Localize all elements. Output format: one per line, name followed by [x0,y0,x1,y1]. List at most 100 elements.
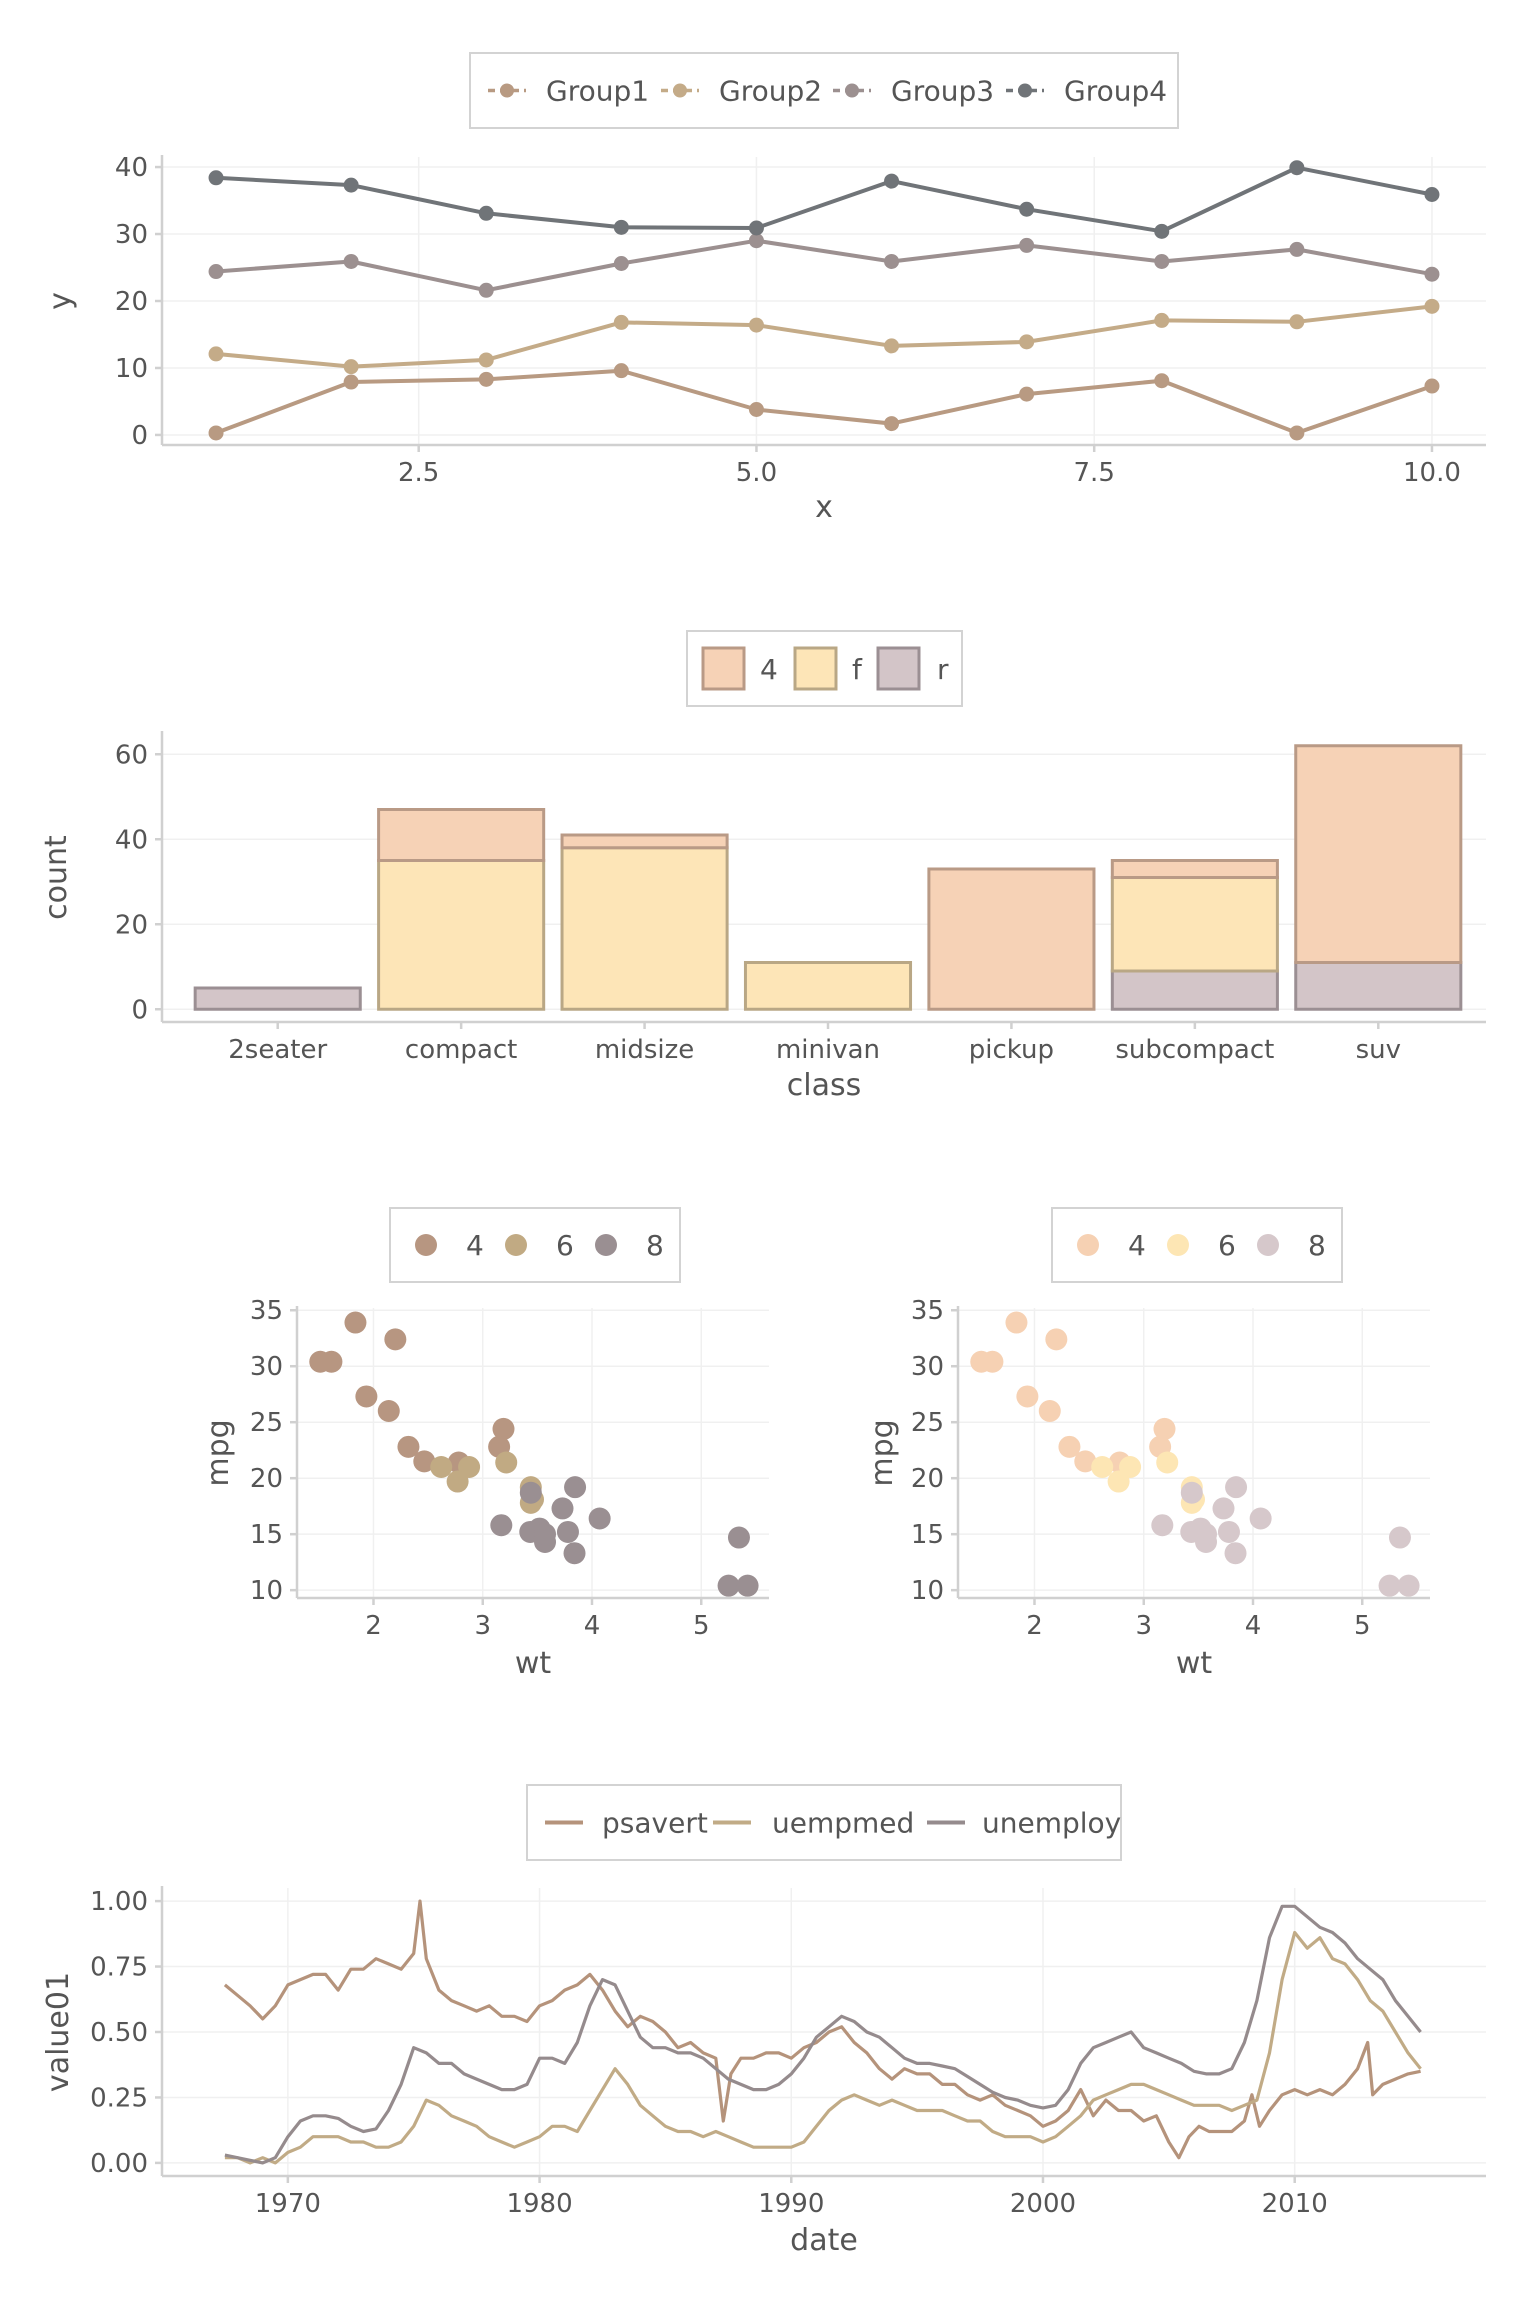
data-point [1019,386,1035,402]
y-tick-label: 25 [911,1408,944,1438]
data-point [884,173,900,189]
y-tick-label: 40 [115,153,148,183]
scatter-point [970,1350,993,1373]
x-tick-label: 5 [693,1611,710,1641]
x-tick-label: 2.5 [398,458,439,488]
legend-key-marker [415,1234,437,1256]
legend-key-marker [500,83,514,98]
x-tick-label: 4 [584,1611,601,1641]
data-point [613,219,629,235]
y-tick-label: 15 [250,1520,283,1550]
data-point [1154,253,1170,269]
y-tick-label: 0.25 [90,2083,148,2113]
data-point [208,264,224,280]
y-tick-label: 10 [911,1576,944,1606]
data-point [1424,266,1440,282]
scatter-point [1195,1523,1218,1546]
scatter-point [717,1574,740,1597]
legend-box [526,1784,1122,1861]
data-point [884,253,900,269]
scatter-point [1217,1520,1240,1543]
scatter-point [413,1450,436,1473]
series-group3 [208,233,1440,298]
series-line-uempmed [224,1930,1422,2165]
legend-key-marker [673,83,687,98]
legend-label: Group3 [891,75,994,108]
scatter-point [1397,1574,1420,1597]
data-point [884,416,900,432]
bar-segment-r [193,986,362,1011]
scatter-point [1153,1417,1176,1440]
bar-segment-f [377,859,546,1011]
legend-label: Group4 [1064,75,1167,108]
scatter-point [430,1455,453,1478]
data-point [1154,373,1170,389]
data-point [478,282,494,298]
scatter-point [1016,1385,1039,1408]
bar-segment-f [743,961,913,1011]
bar-segment-4 [927,867,1096,1011]
legend-label: 4 [760,653,778,686]
scatter-point [1107,1470,1130,1493]
x-axis-title: wt [1176,1646,1213,1681]
legend-key-swatch [876,646,921,691]
data-point [748,317,764,333]
x-tick-label: 2 [1026,1611,1043,1641]
y-tick-label: 10 [250,1576,283,1606]
x-tick-label: 7.5 [1074,458,1115,488]
scatter-point [309,1350,332,1373]
scatter-plot-right: 10 15 20 25 30 35 2 3 4 5 wt mpg 4 6 8 [865,1207,1430,1681]
scatter-point [490,1514,513,1537]
y-axis-title: value01 [41,1972,76,2092]
y-tick-label: 35 [250,1296,283,1326]
x-tick-label: compact [405,1035,517,1065]
data-point [748,233,764,249]
scatter-point [564,1476,587,1499]
series-cyl-4 [309,1311,515,1474]
y-tick-label: 0.50 [90,2018,148,2048]
legend-label: 6 [556,1229,574,1262]
x-tick-label: 3 [1135,1611,1152,1641]
data-point [1424,187,1440,203]
x-tick-label: midsize [595,1035,694,1065]
x-tick-label: 10.0 [1403,458,1461,488]
x-tick-label: 3 [474,1611,491,1641]
y-axis-title: y [43,292,78,310]
y-tick-label: 20 [115,287,148,317]
series-cyl-8 [490,1476,759,1597]
data-point [1289,314,1305,330]
series-line [215,368,1433,435]
legend-key-marker [1018,83,1032,98]
legend-key-swatch [701,646,746,691]
legend-box [469,52,1179,129]
legend-label: r [937,653,949,686]
series-cyl-8 [1151,1476,1420,1597]
series-line-psavert [223,1899,1421,2160]
data-point [1289,160,1305,176]
bar-segment-f [1110,876,1279,973]
y-tick-label: 1.00 [90,1887,148,1917]
gridlines [958,1308,1430,1598]
scatter-point [344,1311,367,1334]
y-tick-label: 30 [115,220,148,250]
data-point [208,425,224,441]
data-point [1019,334,1035,350]
scatter-point [519,1481,542,1504]
scatter-point [588,1507,611,1530]
data-point [1019,237,1035,253]
time-series-chart: 0.00 0.25 0.50 0.75 1.00 1970 1980 1990 2000 2010… [41,1784,1486,2258]
series-group2 [208,298,1440,375]
scatter-point [1005,1311,1028,1334]
series-line [215,304,1433,369]
bar-segment-4 [560,833,729,850]
legend-key-marker [505,1234,527,1256]
x-tick-label: 2seater [228,1035,327,1065]
data-point [613,314,629,330]
data-point [613,255,629,271]
scatter-point [1151,1514,1174,1537]
data-point [478,371,494,387]
x-tick-label: 1990 [758,2189,824,2219]
data-point [1019,201,1035,217]
scatter-point [727,1526,750,1549]
